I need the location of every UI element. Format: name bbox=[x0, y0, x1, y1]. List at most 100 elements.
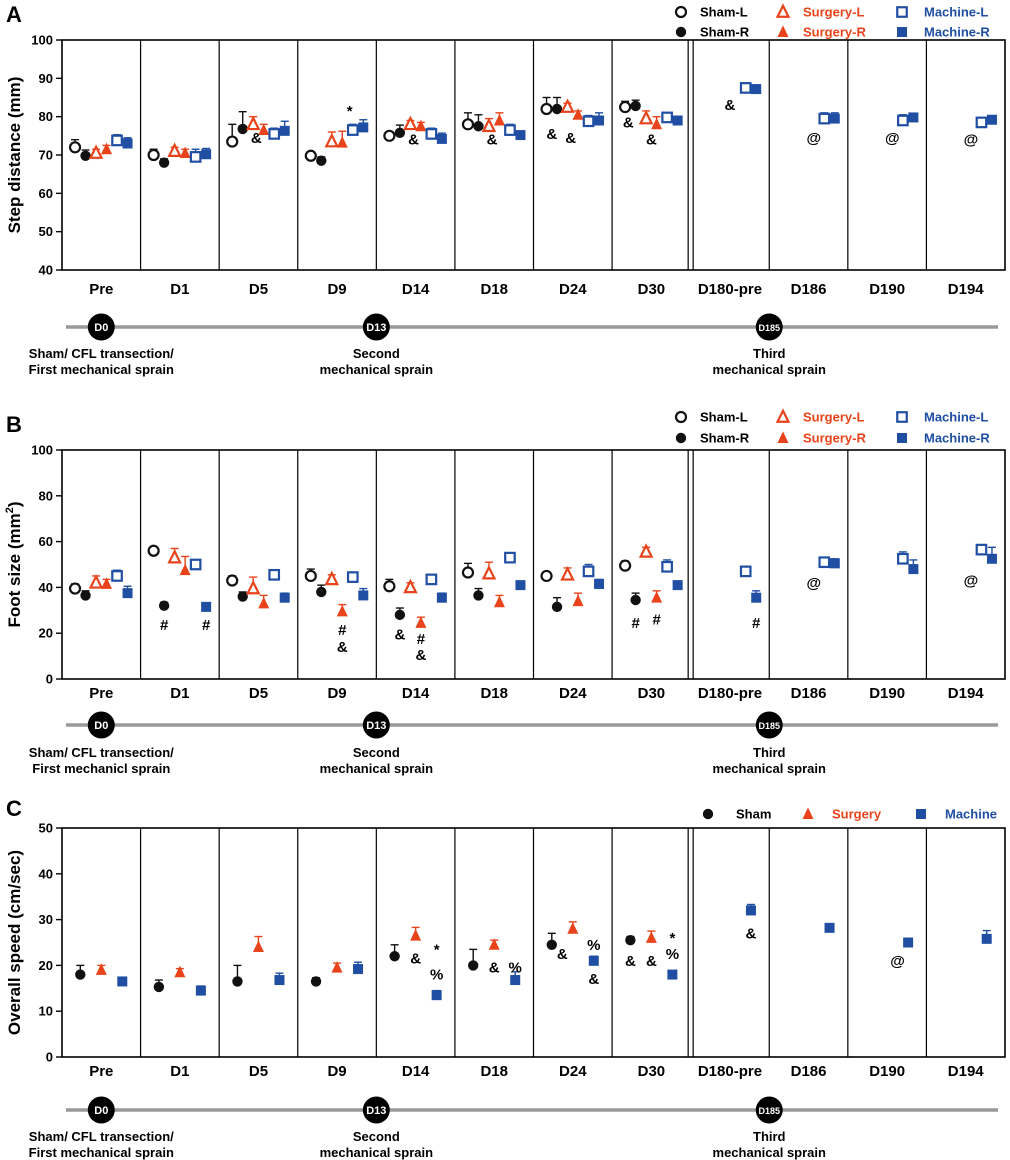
legend: Sham-L Sham-R Surgery-L Surgery-R Machine-L M… bbox=[674, 3, 990, 40]
data-point bbox=[645, 931, 657, 943]
panel-B: B 0 20 40 60 80 100 Foot size (mm2) Pre D1 D5 D9 D14… bbox=[4, 408, 1006, 776]
data-point bbox=[897, 114, 909, 127]
significance-mark: @ bbox=[890, 953, 905, 970]
category-label: D14 bbox=[402, 281, 430, 298]
significance-mark: # bbox=[652, 611, 661, 628]
legend-label: Surgery-R bbox=[803, 431, 866, 446]
data-point bbox=[667, 969, 678, 980]
timeline: D0 Sham/ CFL transection/First mechanical… bbox=[29, 1096, 998, 1160]
timeline-event-badge bbox=[755, 711, 783, 739]
significance-mark: * bbox=[434, 941, 440, 958]
timeline-event-label: mechanical sprain bbox=[713, 761, 826, 776]
data-point bbox=[88, 144, 104, 159]
data-point bbox=[324, 132, 340, 148]
timeline-event-badge bbox=[87, 1096, 115, 1124]
data-point bbox=[383, 580, 396, 593]
category-label: Pre bbox=[89, 685, 113, 702]
timeline: D0 Sham/ CFL transection/First mechanical… bbox=[29, 313, 998, 377]
significance-mark: & bbox=[588, 971, 599, 988]
data-point bbox=[661, 560, 673, 573]
y-axis-label: Step distance (mm) bbox=[5, 77, 24, 234]
data-point bbox=[167, 548, 182, 564]
data-point bbox=[383, 129, 396, 142]
data-point bbox=[279, 125, 290, 136]
significance-mark: & bbox=[646, 953, 657, 970]
data-point bbox=[353, 964, 364, 975]
data-point bbox=[117, 976, 128, 987]
category-label: D1 bbox=[170, 685, 189, 702]
data-point bbox=[358, 590, 369, 601]
data-point bbox=[818, 556, 831, 569]
y-tick-label: 100 bbox=[31, 33, 53, 48]
data-point bbox=[619, 100, 632, 114]
category-label: D24 bbox=[559, 1063, 587, 1080]
category-label: D190 bbox=[869, 685, 905, 702]
legend-label: Machine-L bbox=[924, 5, 988, 20]
significance-mark: @ bbox=[885, 130, 900, 147]
data-point bbox=[101, 577, 113, 589]
category-label: D5 bbox=[249, 1063, 268, 1080]
data-point bbox=[908, 112, 919, 123]
legend-marker bbox=[675, 26, 687, 38]
category-label: D14 bbox=[402, 685, 430, 702]
legend-label: Machine bbox=[945, 807, 997, 822]
y-axis-label: Foot size (mm2) bbox=[4, 501, 24, 627]
legend-label: Surgery bbox=[832, 807, 882, 822]
data-point bbox=[986, 553, 997, 564]
legend-marker bbox=[802, 807, 814, 819]
data-point bbox=[279, 592, 290, 603]
timeline-event-badge bbox=[755, 313, 783, 341]
data-point bbox=[147, 544, 160, 557]
data-point bbox=[189, 558, 202, 571]
y-axis-label: Overall speed (cm/sec) bbox=[5, 850, 24, 1035]
category-label: Pre bbox=[89, 1063, 113, 1080]
category-label: D30 bbox=[638, 1063, 666, 1080]
significance-mark: * bbox=[347, 103, 353, 120]
timeline-event-label: Third bbox=[753, 346, 786, 361]
data-point bbox=[504, 551, 516, 564]
legend: Sham-L Sham-R Surgery-L Surgery-R Machine-L M… bbox=[674, 408, 990, 446]
y-tick-label: 60 bbox=[39, 186, 53, 201]
data-point bbox=[594, 578, 605, 589]
data-point bbox=[158, 600, 170, 611]
y-tick-label: 100 bbox=[31, 443, 53, 458]
legend-marker bbox=[674, 5, 688, 19]
category-label: D194 bbox=[948, 1063, 985, 1080]
data-point bbox=[174, 965, 186, 978]
data-point bbox=[410, 929, 422, 941]
series-machine bbox=[117, 903, 992, 1001]
legend-label: Machine-R bbox=[924, 431, 990, 446]
y-tick-label: 50 bbox=[39, 821, 53, 836]
data-point bbox=[425, 128, 438, 140]
data-point bbox=[818, 112, 831, 125]
category-label: D1 bbox=[170, 1063, 189, 1080]
category-label: D194 bbox=[948, 281, 985, 298]
data-point bbox=[111, 134, 123, 147]
panel-label: C bbox=[6, 796, 22, 821]
legend-marker bbox=[777, 431, 789, 443]
timeline-event-day: D0 bbox=[94, 1105, 108, 1117]
category-label: D30 bbox=[638, 685, 666, 702]
data-point bbox=[560, 566, 575, 581]
legend-label: Surgery-L bbox=[803, 5, 864, 20]
significance-mark: & bbox=[546, 126, 557, 143]
data-point bbox=[179, 563, 191, 576]
timeline-event-badge bbox=[362, 313, 390, 341]
category-label: D24 bbox=[559, 281, 587, 298]
data-point bbox=[824, 922, 835, 933]
data-point bbox=[672, 115, 683, 126]
data-point bbox=[594, 115, 605, 126]
timeline-event-label: Sham/ CFL transection/ bbox=[29, 346, 174, 361]
legend: Sham Surgery Machine bbox=[702, 807, 997, 822]
data-point bbox=[468, 960, 479, 971]
data-point bbox=[908, 564, 919, 575]
data-point bbox=[661, 111, 673, 124]
data-point bbox=[540, 569, 553, 583]
timeline-event-day: D185 bbox=[758, 721, 780, 731]
series-sham-r bbox=[80, 96, 641, 168]
data-point bbox=[258, 596, 270, 609]
timeline-event-day: D0 bbox=[94, 720, 108, 732]
timeline-event-label: mechanical sprain bbox=[320, 1145, 433, 1160]
data-point bbox=[436, 592, 447, 603]
